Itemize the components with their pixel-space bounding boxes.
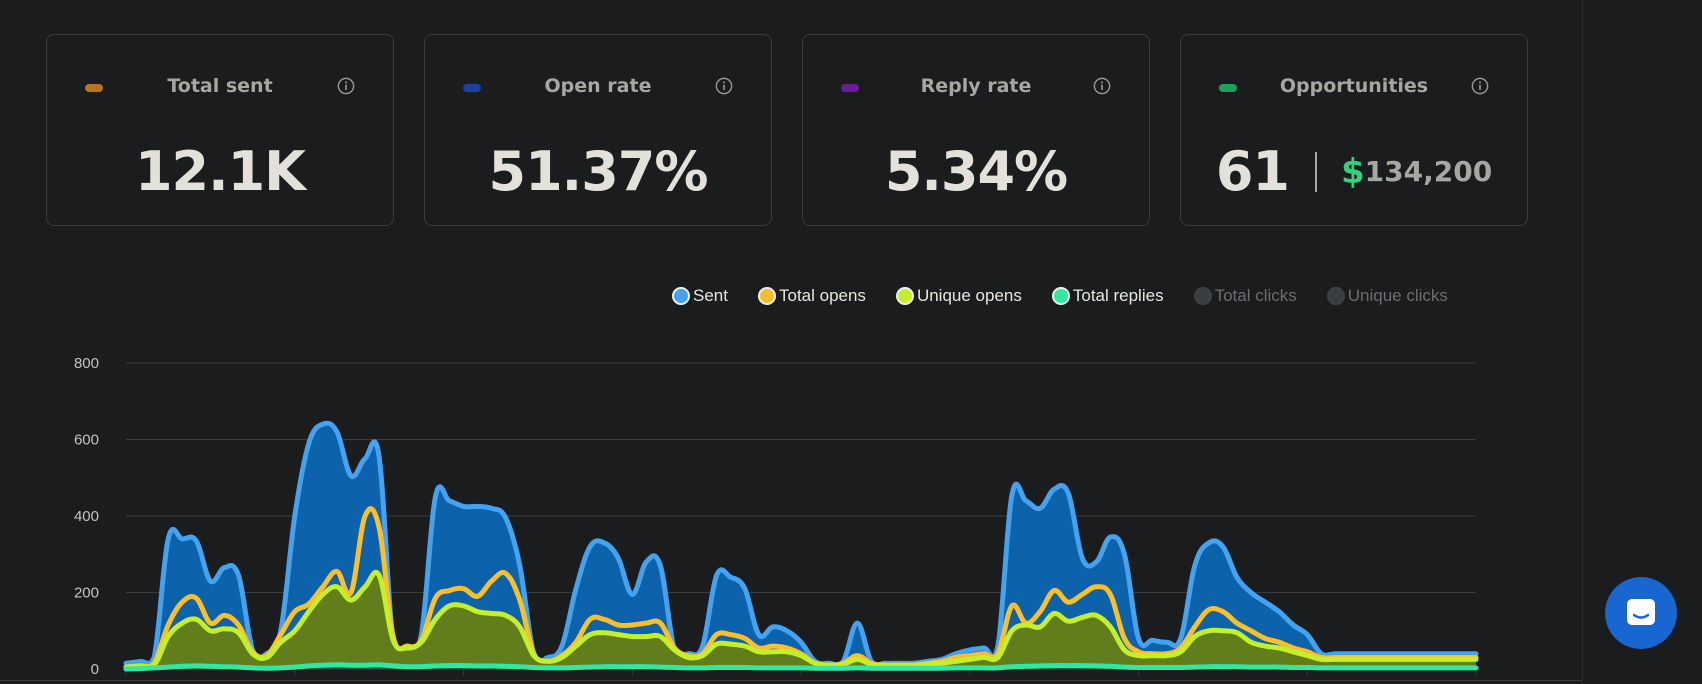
stat-card-total-sent: Total sent 12.1K	[46, 34, 394, 226]
total-sent-title: Total sent	[167, 75, 273, 97]
area-unique-opens	[126, 572, 1476, 669]
legend-dot-total-opens	[757, 287, 776, 305]
legend-item-total-clicks[interactable]: Total clicks	[1193, 286, 1297, 306]
y-tick-label-200: 200	[74, 585, 99, 602]
stat-cards: Total sent 12.1K Open rate 51.37%	[46, 34, 1528, 226]
opportunities-value: 61 $ 134,200	[1181, 140, 1527, 203]
y-tick-label-600: 600	[74, 432, 99, 449]
total-sent-value: 12.1K	[47, 140, 393, 203]
y-tick-label-0: 0	[91, 661, 99, 678]
legend-item-unique-opens[interactable]: Unique opens	[895, 286, 1022, 306]
legend-label-sent: Sent	[693, 286, 728, 305]
right-panel-divider	[1582, 0, 1583, 684]
legend-dot-unique-opens	[895, 287, 914, 305]
legend-dot-total-replies	[1051, 287, 1070, 305]
open-rate-number: 51.37%	[488, 140, 709, 203]
line-total-replies	[123, 662, 1479, 672]
reply-rate-title: Reply rate	[920, 75, 1032, 97]
legend-item-unique-clicks[interactable]: Unique clicks	[1326, 286, 1448, 306]
opportunities-title: Opportunities	[1279, 75, 1429, 97]
open-rate-value: 51.37%	[425, 140, 771, 203]
open-rate-title: Open rate	[544, 75, 652, 97]
legend-item-total-opens[interactable]: Total opens	[757, 286, 866, 306]
y-tick-label-800: 800	[74, 355, 99, 372]
y-tick-label-400: 400	[74, 508, 99, 525]
value-separator	[1314, 151, 1317, 192]
reply-rate-number: 5.34%	[884, 140, 1068, 203]
legend-dot-unique-clicks	[1326, 287, 1345, 305]
opportunities-amount: $ 134,200	[1341, 152, 1492, 192]
opportunities-amount-value: 134,200	[1364, 155, 1493, 188]
legend-label-total-replies: Total replies	[1072, 286, 1164, 305]
legend-label-total-clicks: Total clicks	[1214, 286, 1297, 305]
info-icon[interactable]	[337, 77, 355, 95]
legend-dot-total-clicks	[1193, 287, 1212, 305]
legend-label-unique-opens: Unique opens	[916, 286, 1022, 305]
total-sent-number: 12.1K	[134, 140, 306, 203]
chat-launcher-button[interactable]	[1605, 577, 1677, 649]
info-icon[interactable]	[1471, 77, 1489, 95]
line-unique-opens	[123, 569, 1479, 670]
reply-rate-color-pill	[841, 84, 859, 92]
legend-label-total-opens: Total opens	[778, 286, 866, 305]
line-sent	[123, 420, 1479, 668]
activity-area-chart: 0 200 400 600 800	[74, 355, 1479, 678]
legend-item-total-replies[interactable]: Total replies	[1051, 286, 1164, 306]
legend-label-unique-clicks: Unique clicks	[1347, 286, 1448, 305]
opportunities-color-pill	[1219, 84, 1237, 92]
total-sent-color-pill	[85, 84, 103, 92]
stat-card-reply-rate: Reply rate 5.34%	[802, 34, 1150, 226]
dollar-icon: $	[1340, 151, 1365, 192]
open-rate-color-pill	[463, 84, 481, 92]
chart-legend: Sent Total opens Unique opens Total repl…	[672, 286, 1478, 306]
opportunities-count: 61	[1215, 140, 1290, 203]
legend-dot-sent	[672, 287, 690, 305]
stat-card-open-rate: Open rate 51.37%	[424, 34, 772, 226]
chat-icon	[1627, 599, 1655, 625]
legend-item-sent[interactable]: Sent	[672, 286, 728, 306]
reply-rate-value: 5.34%	[803, 140, 1149, 203]
info-icon[interactable]	[1093, 77, 1111, 95]
bottom-divider	[0, 680, 1582, 681]
stat-card-opportunities: Opportunities 61 $ 134,200	[1180, 34, 1528, 226]
info-icon[interactable]	[715, 77, 733, 95]
